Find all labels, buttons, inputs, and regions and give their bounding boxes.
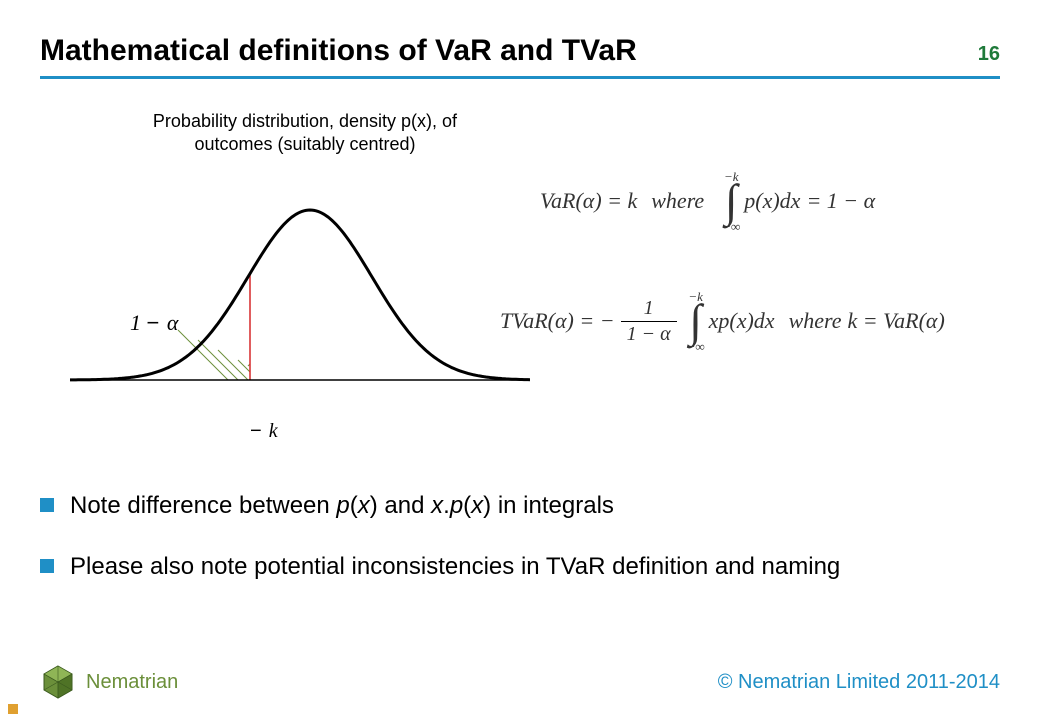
tvar-frac-num: 1 xyxy=(638,298,660,319)
copyright: © Nematrian Limited 2011-2014 xyxy=(718,671,1000,694)
slide-title: Mathematical definitions of VaR and TVaR xyxy=(40,34,637,68)
bullet-square-icon xyxy=(40,559,54,573)
fraction-bar xyxy=(621,321,677,322)
tail-area-label: 1 − α xyxy=(130,310,178,336)
bullet-text-1: Please also note potential inconsistenci… xyxy=(70,551,840,582)
tvar-equation: TVaR(α) = − 1 1 − α −k ∫ −∞ xp(x)dx wher… xyxy=(500,290,945,353)
footer-left: Nematrian xyxy=(40,664,178,700)
integral-sign-icon: ∫ xyxy=(725,183,738,220)
page-number: 16 xyxy=(978,43,1000,66)
title-row: Mathematical definitions of VaR and TVaR… xyxy=(40,34,1000,68)
var-integrand: p(x)dx xyxy=(744,188,800,214)
var-rhs: = 1 − α xyxy=(806,188,875,214)
tvar-integrand: xp(x)dx xyxy=(709,308,775,334)
var-where: where xyxy=(651,188,704,214)
var-equation: VaR(α) = k where −k ∫ −∞ p(x)dx = 1 − α xyxy=(540,170,875,233)
var-integral: −k ∫ −∞ xyxy=(722,170,740,233)
list-item: Please also note potential inconsistenci… xyxy=(40,551,1000,582)
tvar-int-lower: −∞ xyxy=(687,340,705,353)
chart-caption: Probability distribution, density p(x), … xyxy=(130,110,480,155)
bullet-square-icon xyxy=(40,498,54,512)
integral-sign-icon: ∫ xyxy=(689,303,702,340)
logo-icon xyxy=(40,664,76,700)
tvar-cond: k = VaR(α) xyxy=(848,308,945,334)
tvar-frac-den: 1 − α xyxy=(621,324,677,345)
brand-name: Nematrian xyxy=(86,671,178,694)
tvar-fraction: 1 1 − α xyxy=(621,298,677,345)
tvar-where: where xyxy=(789,308,842,334)
title-underline xyxy=(40,76,1000,79)
tvar-integral: −k ∫ −∞ xyxy=(687,290,705,353)
footer: Nematrian © Nematrian Limited 2011-2014 xyxy=(40,664,1000,700)
chart-area: Probability distribution, density p(x), … xyxy=(70,110,530,440)
tvar-lhs: TVaR(α) = − xyxy=(500,308,615,334)
var-lhs: VaR(α) = k xyxy=(540,188,637,214)
slide: Mathematical definitions of VaR and TVaR… xyxy=(0,0,1040,720)
threshold-label: − k xyxy=(250,420,278,443)
list-item: Note difference between p(x) and x.p(x) … xyxy=(40,490,1000,521)
density-chart xyxy=(70,180,530,410)
corner-square-icon xyxy=(8,704,18,714)
bell-curve xyxy=(70,210,530,380)
var-int-lower: −∞ xyxy=(722,220,740,233)
bullet-list: Note difference between p(x) and x.p(x) … xyxy=(40,490,1000,612)
bullet-text-0: Note difference between p(x) and x.p(x) … xyxy=(70,490,614,521)
